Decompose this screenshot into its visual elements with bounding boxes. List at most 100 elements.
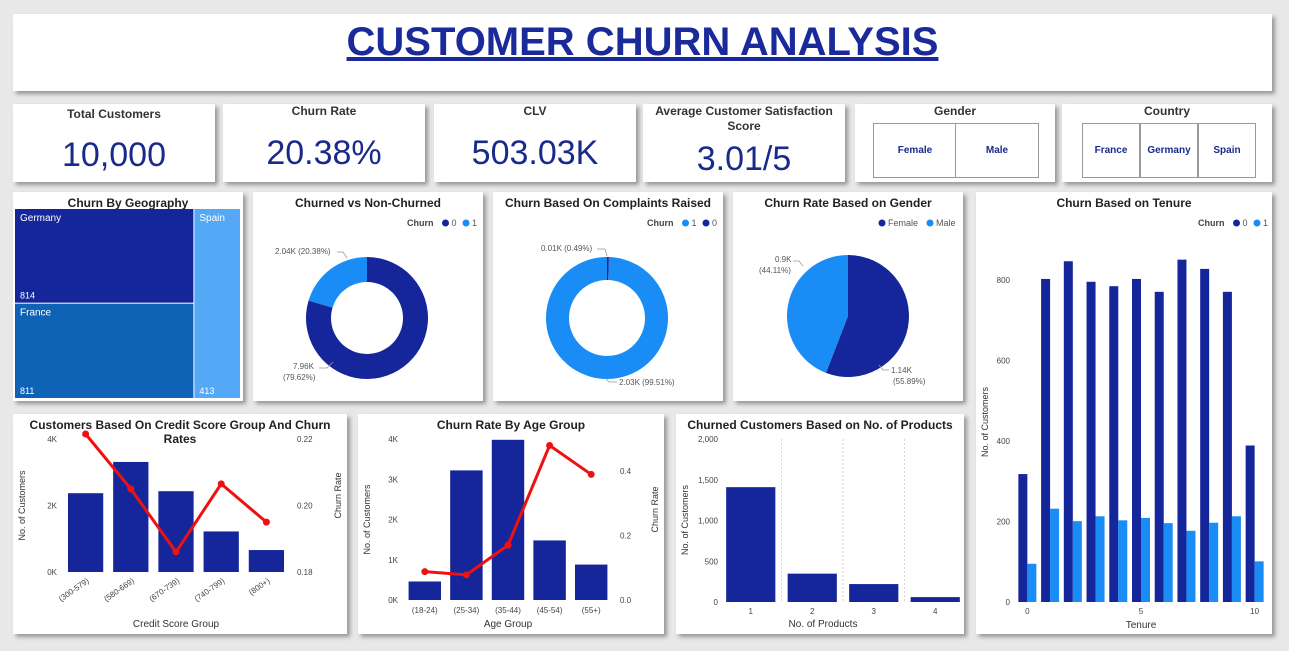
y-tick-label: 400: [997, 437, 1011, 446]
leader-line: [878, 364, 889, 371]
bar: [1109, 286, 1119, 602]
products-bar-chart: 0 500 1,000 1,500 2,000 1 2 3 4 No. of Products No…: [680, 435, 960, 630]
chart-title: Churn Based on Tenure: [1056, 196, 1192, 210]
slicer-option-france[interactable]: France: [1082, 123, 1140, 178]
bar: [1086, 281, 1096, 602]
x-axis-title: Age Group: [484, 619, 533, 630]
slicer-option-spain[interactable]: Spain: [1198, 123, 1256, 178]
y2-tick-label: 0.22: [297, 435, 313, 444]
y-axis-title: No. of Customers: [362, 484, 372, 555]
kpi-title: Total Customers: [67, 107, 161, 121]
tenure-card: Churn Based on Tenure Churn 0 1 0 200 400 600 8…: [976, 192, 1272, 634]
kpi-title: Churn Rate: [291, 104, 357, 118]
x-tick-label: (300-579): [57, 576, 91, 603]
y-tick-label: 4K: [47, 435, 57, 444]
legend-title: Churn: [647, 218, 674, 228]
line-point: [127, 485, 135, 493]
y-tick-label: 800: [997, 276, 1011, 285]
slicer-option-germany[interactable]: Germany: [1140, 123, 1198, 178]
bar: [1095, 516, 1105, 602]
kpi-total-customers: Total Customers 10,000: [13, 104, 215, 182]
treemap-label: Spain: [199, 213, 225, 224]
chart-title: Churn Rate By Age Group: [436, 418, 586, 432]
y-tick-label: 500: [705, 557, 719, 566]
leader-line: [597, 248, 608, 257]
bar: [910, 597, 960, 602]
data-label: 7.96K: [293, 362, 315, 371]
slicer-option-female[interactable]: Female: [873, 123, 957, 178]
bar: [203, 531, 239, 572]
legend-title: Churn: [407, 218, 434, 228]
x-tick-label: (580-669): [102, 576, 136, 603]
x-tick-label: 10: [1250, 607, 1259, 616]
bar: [408, 581, 442, 600]
chart-title: Churn By Geography: [67, 196, 189, 210]
treemap-value: 814: [20, 291, 35, 301]
bar: [1050, 508, 1060, 602]
legend-label: Female: [888, 218, 918, 228]
y2-tick-label: 0.4: [620, 467, 632, 476]
line-point: [421, 568, 429, 576]
treemap-cell: [15, 303, 194, 398]
legend-marker: [878, 219, 886, 227]
x-tick-label: (670-739): [148, 576, 182, 603]
y-tick-label: 1,000: [698, 517, 719, 526]
complaints-donut-chart: Churn 1 0 0.01K (0.49%) 2.03K (99.51%): [541, 218, 717, 387]
y-axis-title: No. of Customers: [980, 386, 990, 457]
data-label: 1.14K: [891, 366, 913, 375]
y-tick-label: 4K: [388, 435, 398, 444]
treemap-cell: [194, 209, 240, 398]
bar: [1118, 520, 1128, 602]
header-card: CUSTOMER CHURN ANALYSIS: [13, 14, 1272, 91]
y-tick-label: 0K: [388, 596, 398, 605]
y-tick-label: 600: [997, 357, 1011, 366]
data-label: 0.9K: [775, 255, 792, 264]
y-tick-label: 2K: [388, 516, 398, 525]
data-label: (55.89%): [893, 377, 926, 386]
x-tick-label: (800+): [247, 576, 272, 597]
line-point: [82, 430, 90, 438]
y-tick-label: 1,500: [698, 476, 719, 485]
line-point: [262, 518, 270, 526]
data-label: 0.01K (0.49%): [541, 244, 592, 253]
x-tick-label: (45-54): [537, 606, 563, 615]
x-tick-label: 3: [872, 607, 877, 616]
bar: [113, 461, 149, 572]
y2-tick-label: 0.20: [297, 502, 313, 511]
x-tick-label: 0: [1025, 607, 1030, 616]
legend-label: 1: [472, 218, 477, 228]
treemap-value: 413: [199, 386, 214, 396]
x-tick-label: (18-24): [412, 606, 438, 615]
y-tick-label: 2,000: [698, 435, 719, 444]
data-label: 2.04K (20.38%): [275, 247, 331, 256]
leader-line: [337, 251, 348, 259]
x-tick-label: 4: [933, 607, 938, 616]
legend-marker: [442, 219, 449, 227]
bar: [1231, 516, 1241, 602]
legend-marker: [1233, 219, 1240, 227]
y-tick-label: 0: [1006, 598, 1011, 607]
kpi-satisfaction: Average Customer Satisfaction Score 3.01…: [643, 104, 845, 182]
leader-line: [319, 361, 334, 369]
bar: [1018, 474, 1028, 602]
legend-title: Churn: [1198, 218, 1225, 228]
x-tick-label: 2: [810, 607, 815, 616]
chart-title: Churn Rate Based on Gender: [764, 196, 932, 210]
legend-marker: [702, 219, 710, 227]
churn-donut-chart: Churn 0 1 2.04K (20.38%) 7.96K (79.62%): [275, 218, 477, 382]
y-tick-label: 2K: [47, 502, 57, 511]
slicer-option-male[interactable]: Male: [955, 123, 1039, 178]
bar: [158, 491, 194, 572]
x-tick-label: 1: [749, 607, 754, 616]
legend-label: 1: [692, 218, 697, 228]
y2-tick-label: 0.0: [620, 596, 632, 605]
bar: [1141, 517, 1150, 602]
legend-label: 0: [1243, 218, 1248, 228]
legend-marker: [462, 219, 470, 227]
line-point: [587, 470, 595, 478]
chart-title: Customers Based On Credit Score Group An…: [29, 418, 331, 446]
kpi-value: 20.38%: [266, 134, 382, 172]
churn-donut-card: Churned vs Non-Churned Churn 0 1 2.04K (20.…: [253, 192, 483, 401]
age-combo-chart: 0K 1K 2K 3K 4K 0.0 0.2 0.4 (18-24) (25-34) (35-44)…: [362, 435, 660, 630]
